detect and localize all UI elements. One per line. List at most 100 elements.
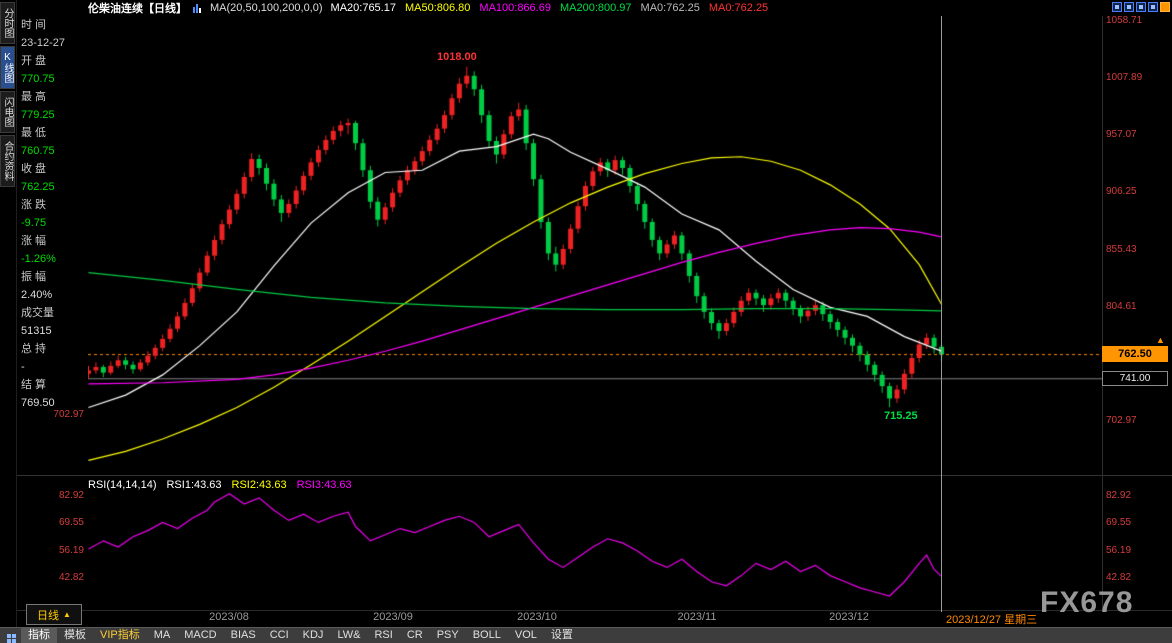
quote-field-value: 779.25 xyxy=(21,109,55,121)
toolbar-item[interactable]: PSY xyxy=(436,629,459,641)
quote-field-value: -9.75 xyxy=(21,217,47,229)
ma-value-label: MA100:866.69 xyxy=(479,2,551,14)
rsi-header: RSI(14,14,14) RSI1:43.63 RSI2:43.63 RSI3:4… xyxy=(88,478,352,491)
ma-value-label: MA20:765.17 xyxy=(330,2,396,14)
toolbar-item[interactable]: CCI xyxy=(269,629,289,641)
grid-icon[interactable] xyxy=(7,633,11,638)
main-chart-canvas[interactable] xyxy=(88,16,1102,474)
instrument-title: 伦柴油连续【日线】 xyxy=(88,3,187,15)
rsi-tick-left: 82.92 xyxy=(58,490,84,501)
quote-panel: 时 间 23-12-27 开 盘 770.75 最 高 779.25 最 低 760.75 收 … xyxy=(17,16,87,412)
toolbar-item[interactable]: 指标 xyxy=(21,628,57,643)
quote-field-value: 769.50 xyxy=(21,397,55,409)
crosshair-line[interactable] xyxy=(941,16,942,612)
rsi-tick-left: 69.55 xyxy=(58,517,84,528)
toolbar-item[interactable]: VOL xyxy=(514,629,537,641)
indicator-toolbar: 指标 模板 VIP指标 MA MACD BIAS CCI KDJ LW& RSI CR PSY BOLL… xyxy=(0,627,1172,643)
high-annotation: 1018.00 xyxy=(437,51,477,63)
rsi-tick-left: 42.82 xyxy=(58,572,84,583)
restore-view-icon[interactable] xyxy=(1136,2,1146,12)
quote-field-label: 结 算 xyxy=(21,379,47,391)
xaxis-tick: 2023/08 xyxy=(209,611,249,623)
xaxis-tick: 2023/10 xyxy=(517,611,557,623)
top-bar: 伦柴油连续【日线】 MA(20,50,100,200,0,0) MA20:765… xyxy=(17,0,1172,16)
rsi-tick-right: 69.55 xyxy=(1106,517,1132,528)
quote-field-value: -1.26% xyxy=(21,253,56,265)
price-tick: 804.61 xyxy=(1106,301,1137,312)
fullscreen-icon[interactable] xyxy=(1148,2,1158,12)
quote-field-label: 时 间 xyxy=(21,19,47,31)
quote-field-label: 收 盘 xyxy=(21,163,47,175)
quote-field-label: 成交量 xyxy=(21,307,54,319)
toolbar-item[interactable]: BOLL xyxy=(472,629,501,641)
panel-divider xyxy=(17,475,1172,476)
rsi-tick-right: 42.82 xyxy=(1106,572,1132,583)
alert-icon[interactable] xyxy=(1160,2,1170,12)
toolbar-item[interactable]: MA xyxy=(153,629,171,641)
toolbar-item[interactable]: 模板 xyxy=(64,629,86,641)
toolbar-item[interactable]: VIP指标 xyxy=(100,629,140,641)
price-tick: 906.25 xyxy=(1106,186,1137,197)
chart-toolbar-icons xyxy=(1112,2,1170,12)
quote-field-value: 23-12-27 xyxy=(21,37,66,49)
ma-values: MA20:765.17 MA50:806.80 MA100:866.69 MA200:… xyxy=(331,2,769,14)
side-tab[interactable]: 闪电图 xyxy=(0,91,15,133)
side-tab-strip: 分时图 K线图闪电图合约资料 xyxy=(0,0,17,643)
toolbar-item[interactable]: LW& xyxy=(337,629,361,641)
rsi-tick-right: 56.19 xyxy=(1106,545,1132,556)
expand-bars-icon[interactable] xyxy=(1124,2,1134,12)
quote-field-label: 涨 跌 xyxy=(21,199,47,211)
rsi-tick-left: 56.19 xyxy=(58,545,84,556)
quote-field-value: 760.75 xyxy=(21,145,55,157)
ma-settings-label: MA(20,50,100,200,0,0) xyxy=(210,2,323,14)
quote-field-value: 770.75 xyxy=(21,73,55,85)
price-axis-separator xyxy=(1102,16,1103,612)
side-tab[interactable]: 合约资料 xyxy=(0,135,15,187)
last-price-tag: 762.50 xyxy=(1102,346,1168,362)
compress-bars-icon[interactable] xyxy=(1112,2,1122,12)
rsi-value-label: RSI3:43.63 xyxy=(296,478,352,491)
price-up-arrow-icon: ▲ xyxy=(1156,335,1165,345)
side-tab[interactable]: 分时图 xyxy=(0,2,15,44)
rsi-value-label: RSI2:43.63 xyxy=(231,478,287,491)
prev-level-tag: 741.00 xyxy=(1102,371,1168,386)
period-selector[interactable]: 日线 ▲ xyxy=(26,604,82,625)
quote-field-label: 总 持 xyxy=(21,343,47,355)
xaxis-tick: 2023/12 xyxy=(829,611,869,623)
watermark: FX678 xyxy=(1040,586,1134,619)
toolbar-item[interactable]: KDJ xyxy=(302,629,324,641)
toolbar-item[interactable]: BIAS xyxy=(230,629,256,641)
rsi-chart-canvas[interactable] xyxy=(88,492,1102,612)
axis-divider xyxy=(17,610,1172,611)
price-axis-min-label: 702.97 xyxy=(53,409,84,420)
quote-field-value: 2.40% xyxy=(21,289,53,301)
price-tick: 957.07 xyxy=(1106,129,1137,140)
toolbar-item[interactable]: MACD xyxy=(184,629,217,641)
quote-field-value: 762.25 xyxy=(21,181,55,193)
quote-field-value: - xyxy=(21,361,25,373)
quote-field-label: 最 低 xyxy=(21,127,47,139)
ma-value-label: MA0:762.25 xyxy=(708,2,769,14)
xaxis-tick: 2023/09 xyxy=(373,611,413,623)
toolbar-item[interactable]: CR xyxy=(406,629,423,641)
candlestick-chart-icon[interactable] xyxy=(193,3,204,13)
period-label: 日线 xyxy=(37,609,60,622)
price-tick: 702.97 xyxy=(1106,415,1137,426)
current-date-label: 2023/12/27 星期三 xyxy=(946,614,1038,626)
price-tick: 1007.89 xyxy=(1106,72,1143,83)
ma-value-label: MA200:800.97 xyxy=(559,2,632,14)
toolbar-item[interactable]: 设置 xyxy=(550,629,573,641)
quote-field-label: 振 幅 xyxy=(21,271,47,283)
quote-field-label: 涨 幅 xyxy=(21,235,47,247)
low-annotation: 715.25 xyxy=(884,410,918,422)
quote-field-label: 开 盘 xyxy=(21,55,47,67)
quote-field-label: 最 高 xyxy=(21,91,47,103)
price-tick: 855.43 xyxy=(1106,244,1137,255)
rsi-settings-label: RSI(14,14,14) xyxy=(88,478,157,491)
triangle-up-icon: ▲ xyxy=(63,610,71,619)
side-tab[interactable]: K线图 xyxy=(0,46,15,89)
rsi-tick-right: 82.92 xyxy=(1106,490,1132,501)
toolbar-item[interactable]: RSI xyxy=(374,629,393,641)
ma-value-label: MA0:762.25 xyxy=(640,2,700,14)
rsi-values: RSI1:43.63 RSI2:43.63 RSI3:43.63 xyxy=(166,479,351,491)
